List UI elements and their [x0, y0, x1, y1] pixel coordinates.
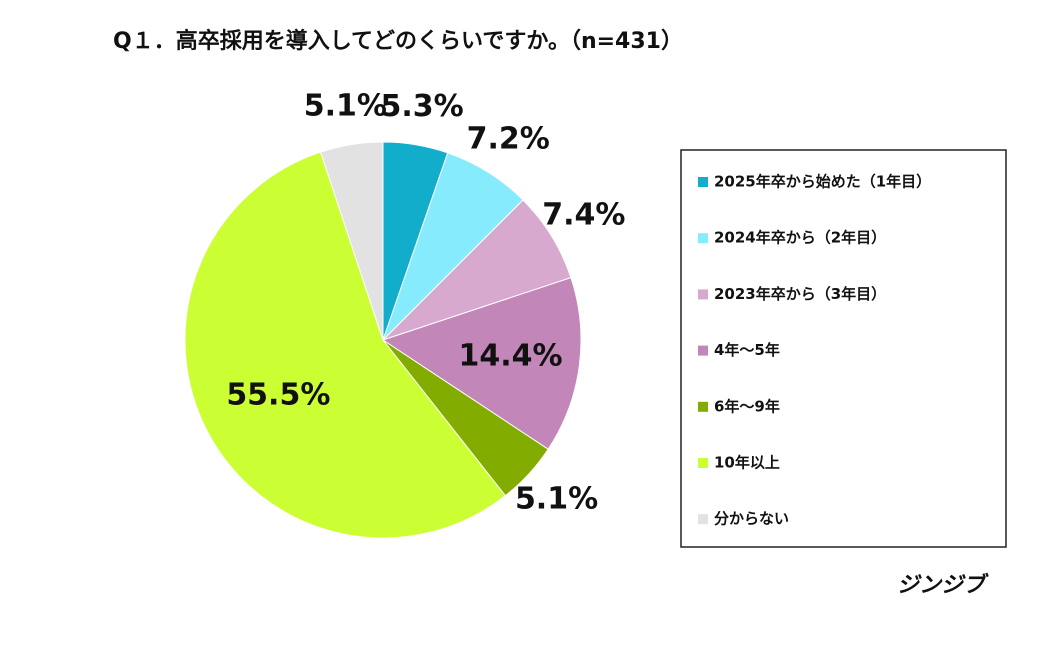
data-label: 14.4% [459, 338, 563, 373]
data-label: 5.1% [515, 481, 598, 516]
data-label: 7.2% [467, 121, 550, 156]
legend-label: 10年以上 [714, 454, 780, 472]
brand: ジンジブ [897, 572, 989, 598]
legend-swatch [698, 514, 708, 525]
data-label: 55.5% [226, 378, 330, 413]
legend-swatch [698, 401, 708, 412]
pie-slice [184, 151, 507, 539]
legend-label: 分からない [714, 510, 789, 528]
legend-label: 2025年卒から始めた（1年目） [714, 173, 931, 191]
pie-slice [381, 277, 582, 450]
legend-label: 2023年卒から（3年目） [714, 285, 886, 303]
legend-box [680, 149, 1007, 548]
legend-label: 4年～5年 [714, 341, 780, 359]
data-label: 7.4% [542, 198, 625, 233]
legend-swatch [698, 458, 708, 468]
legend-label: 2024年卒から（2年目） [714, 229, 886, 247]
legend-label: 6年～9年 [714, 397, 780, 415]
legend-swatch [698, 177, 708, 187]
data-label: 5.3% [381, 89, 464, 124]
chart-title: Q１．高卒採用を導入してどのくらいですか。（n=431） [113, 28, 683, 54]
data-label: 5.1% [304, 89, 387, 124]
legend-swatch [698, 345, 708, 356]
legend-swatch [698, 289, 708, 300]
pie-slice [320, 141, 384, 341]
legend-swatch [698, 233, 708, 244]
